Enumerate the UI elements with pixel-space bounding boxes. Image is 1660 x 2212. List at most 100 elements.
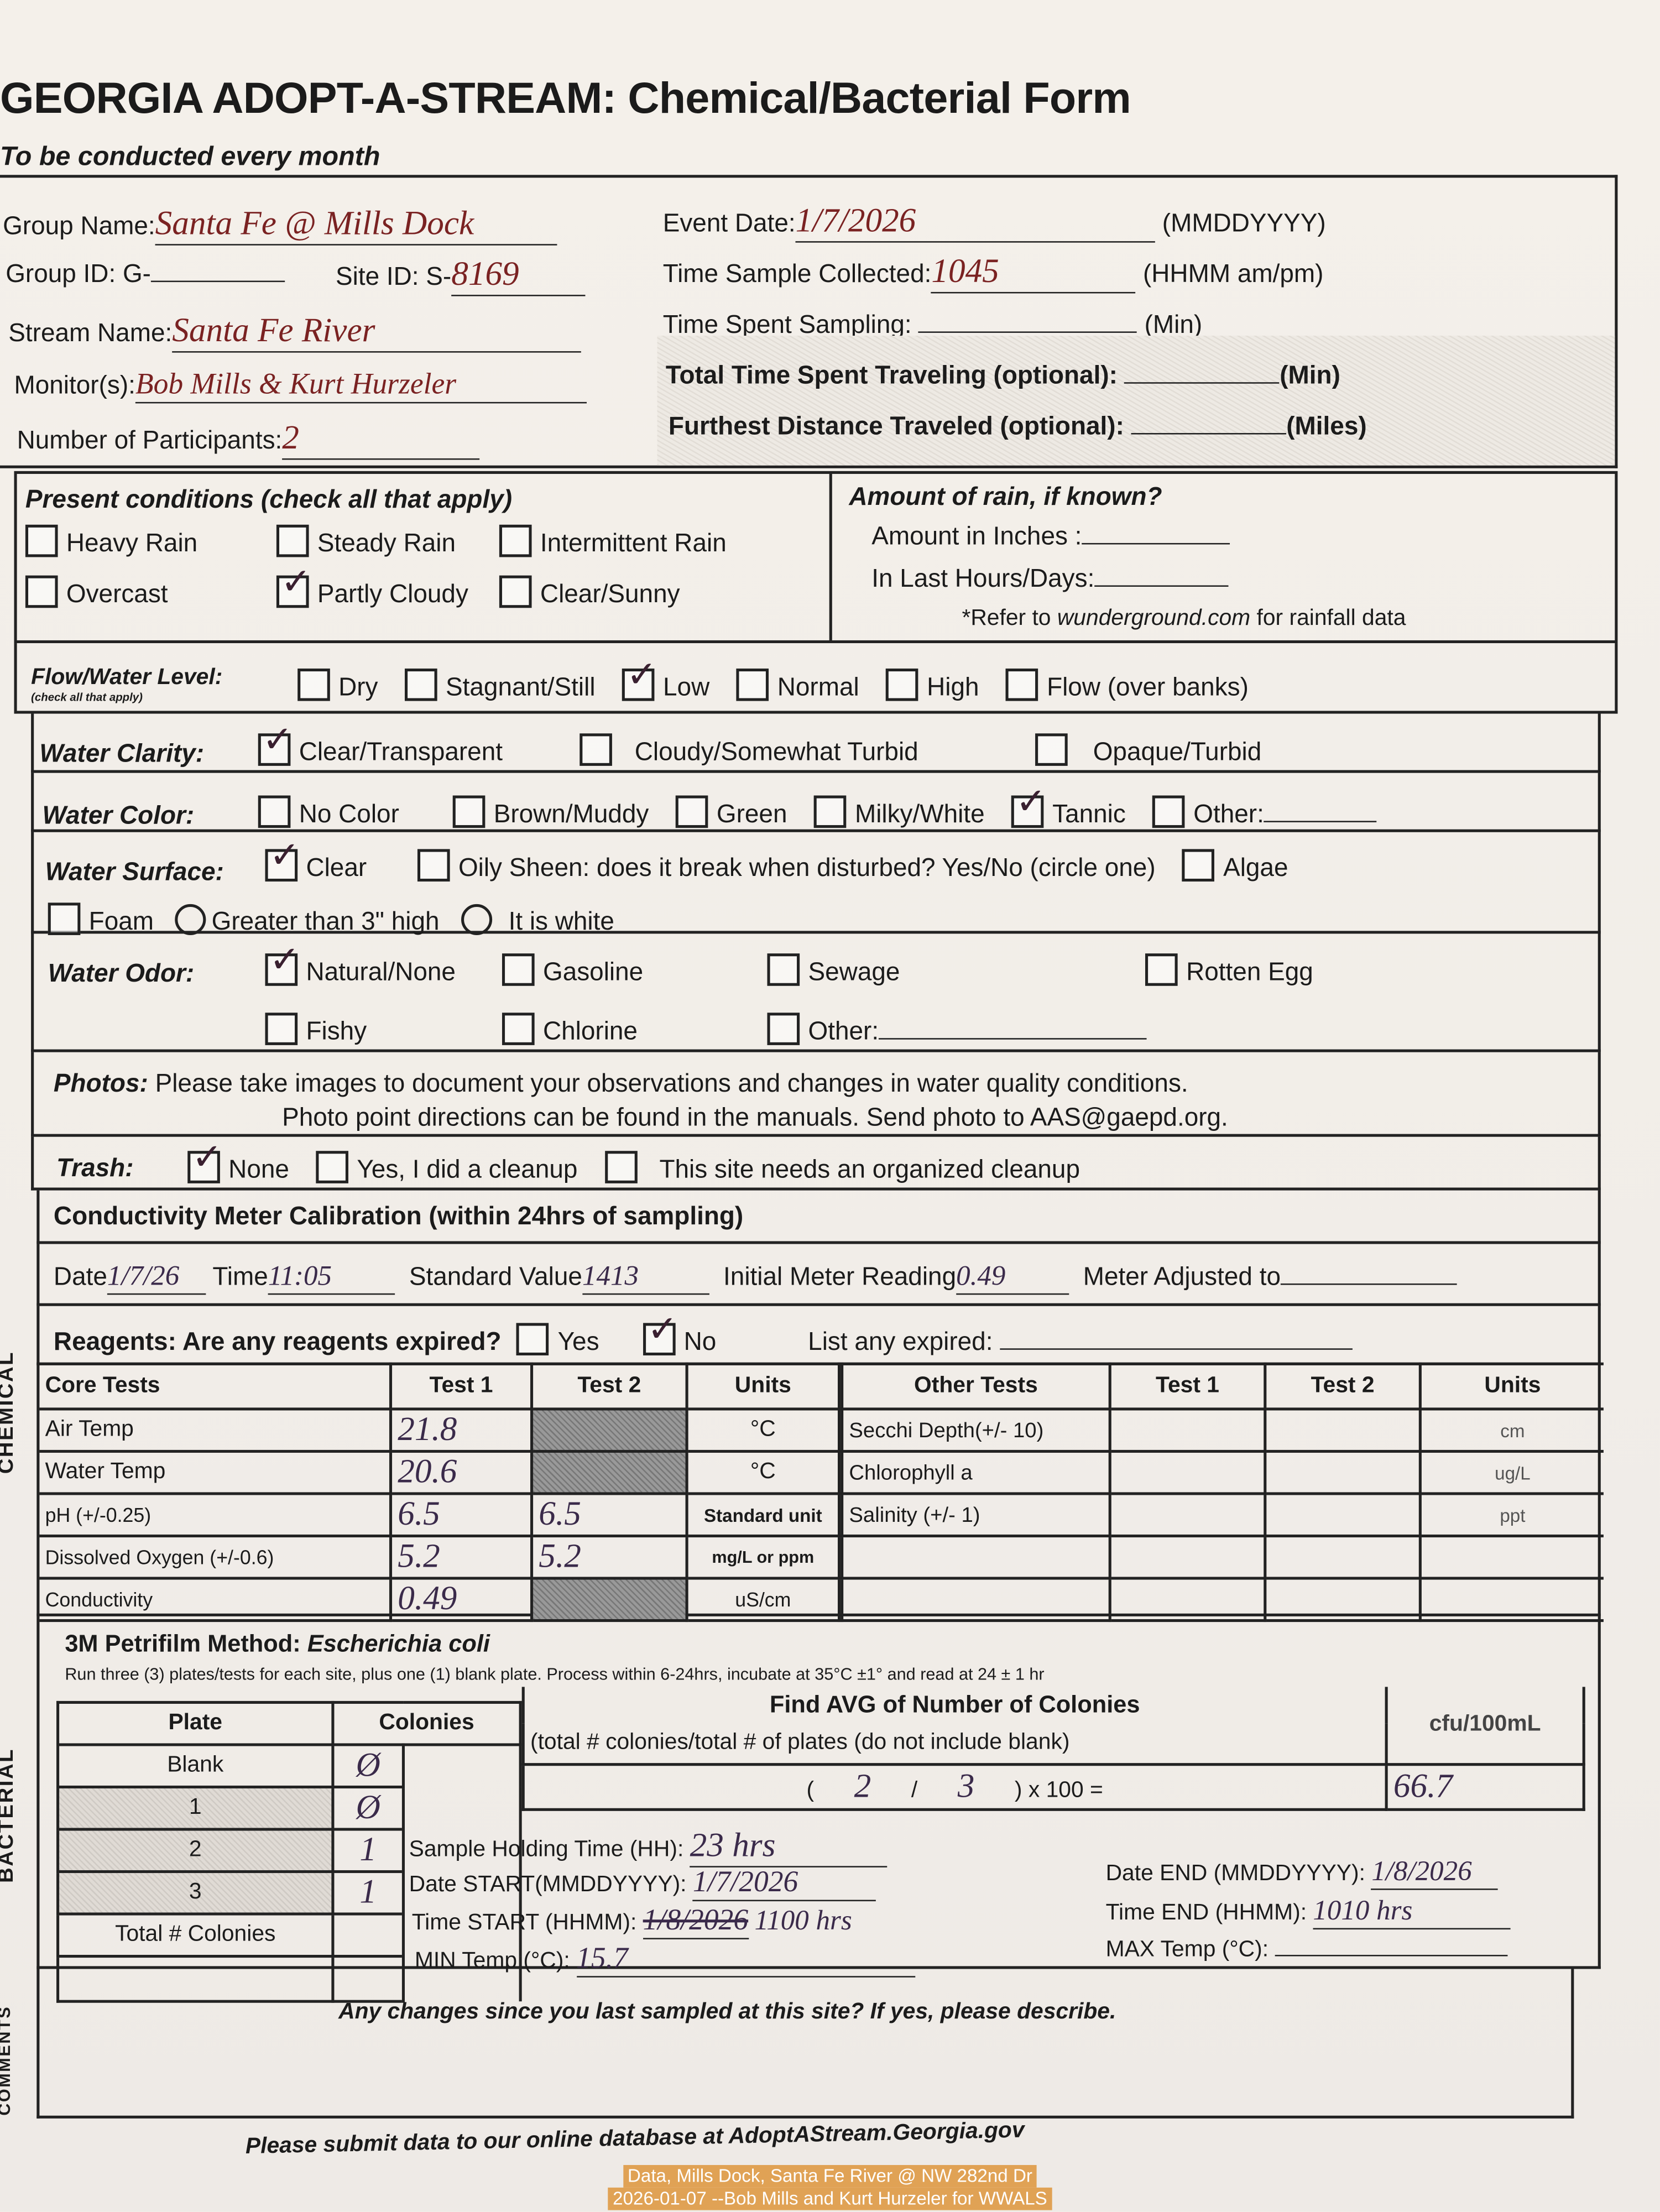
cfu-value[interactable]: 66.7 — [1385, 1763, 1585, 1811]
cloudy-turbid-checkbox[interactable] — [580, 733, 612, 766]
overcast-checkbox[interactable] — [25, 575, 58, 608]
initial-reading-field[interactable]: Initial Meter Reading0.49 — [723, 1261, 1069, 1295]
comments-section[interactable]: Any changes since you last sampled at th… — [36, 1969, 1574, 2119]
opaque-turbid-checkbox[interactable] — [1035, 733, 1068, 766]
date-start-field[interactable]: Date START(MMDDYYYY): 1/7/2026 — [409, 1865, 876, 1902]
date-end-field[interactable]: Date END (MMDDYYYY): 1/8/2026 — [1106, 1856, 1499, 1890]
test1-value[interactable]: 0.49 — [389, 1577, 534, 1623]
colonies-value[interactable]: Ø — [331, 1743, 405, 1789]
test1-value[interactable] — [1108, 1407, 1267, 1453]
form-title: GEORGIA ADOPT-A-STREAM: Chemical/Bacteri… — [0, 73, 1131, 123]
test1-value[interactable]: 20.6 — [389, 1449, 534, 1495]
wunderground-link[interactable]: wunderground.com — [1057, 606, 1251, 631]
avg-numerator[interactable]: 2 — [854, 1768, 871, 1805]
flow-over-banks-checkbox[interactable] — [1006, 668, 1038, 701]
rain-hours-field[interactable]: In Last Hours/Days: — [871, 564, 1229, 594]
colonies-value[interactable]: 1 — [331, 1828, 405, 1874]
reagents-yes-checkbox[interactable] — [516, 1323, 550, 1356]
max-temp-field[interactable]: MAX Temp (°C): — [1106, 1938, 1508, 1963]
travel-time-field[interactable]: Total Time Spent Traveling (optional): (… — [666, 361, 1340, 391]
dry-checkbox[interactable] — [297, 668, 330, 701]
group-id-field[interactable]: Group ID: G- — [6, 259, 285, 289]
other-color-checkbox[interactable] — [1152, 795, 1185, 828]
stream-name-field[interactable]: Stream Name:Santa Fe River — [8, 313, 581, 353]
clear-sunny-checkbox[interactable] — [499, 575, 532, 608]
group-name-field[interactable]: Group Name:Santa Fe @ Mills Dock — [3, 206, 557, 246]
test1-value[interactable] — [1108, 1492, 1267, 1538]
test2-value[interactable]: 5.2 — [530, 1534, 688, 1580]
greater-than-3in-radio[interactable] — [175, 904, 206, 935]
test2-value[interactable] — [1264, 1534, 1422, 1580]
rain-inches-field[interactable]: Amount in Inches : — [871, 522, 1230, 552]
calibration-date-field[interactable]: Date1/7/26 — [54, 1261, 206, 1295]
test1-value[interactable]: 5.2 — [389, 1534, 534, 1580]
brown-muddy-checkbox[interactable] — [452, 795, 486, 828]
participants-field[interactable]: Number of Participants:2 — [17, 420, 480, 460]
calibration-time-field[interactable]: Time11:05 — [212, 1261, 395, 1295]
trash-none-checkbox[interactable] — [187, 1137, 222, 1183]
rotten-egg-checkbox[interactable] — [1145, 953, 1178, 986]
heavy-rain-checkbox[interactable] — [25, 524, 58, 557]
min-temp-field[interactable]: MIN Temp (°C): 15.7 — [415, 1940, 915, 1978]
distance-field[interactable]: Furthest Distance Traveled (optional): (… — [669, 412, 1367, 442]
low-checkbox[interactable] — [622, 654, 657, 701]
fishy-checkbox[interactable] — [265, 1013, 298, 1045]
avg-denominator[interactable]: 3 — [957, 1768, 975, 1805]
foam-checkbox[interactable] — [48, 902, 81, 935]
oily-sheen-checkbox[interactable] — [417, 849, 450, 882]
other-odor-checkbox[interactable] — [767, 1013, 800, 1045]
monitors-field[interactable]: Monitor(s):Bob Mills & Kurt Hurzeler — [14, 367, 587, 404]
test1-value[interactable] — [1108, 1449, 1267, 1495]
event-date-field[interactable]: Event Date:1/7/2026 (MMDDYYYY) — [663, 203, 1326, 243]
test1-value[interactable] — [1108, 1534, 1267, 1580]
holding-time-field[interactable]: Sample Holding Time (HH): 23 hrs — [409, 1828, 888, 1867]
colonies-value[interactable]: 1 — [331, 1870, 405, 1916]
test2-value[interactable]: 6.5 — [530, 1492, 688, 1538]
comments-input[interactable] — [67, 2039, 1543, 2104]
list-expired-input[interactable] — [1000, 1348, 1353, 1350]
test1-value[interactable]: 6.5 — [389, 1492, 534, 1538]
time-start-field[interactable]: Time START (HHMM): 1/8/2026 1100 hrs — [412, 1903, 852, 1939]
reagents-row: Reagents: Are any reagents expired? Yes … — [36, 1306, 1601, 1365]
high-checkbox[interactable] — [886, 668, 918, 701]
clear-transparent-checkbox[interactable] — [258, 719, 293, 766]
test2-value[interactable] — [1264, 1577, 1422, 1623]
chlorine-checkbox[interactable] — [502, 1013, 535, 1045]
gasoline-checkbox[interactable] — [502, 953, 535, 986]
sewage-checkbox[interactable] — [767, 953, 800, 986]
colonies-value[interactable]: Ø — [331, 1785, 405, 1831]
test2-value[interactable] — [1264, 1492, 1422, 1538]
no-color-checkbox[interactable] — [258, 795, 291, 828]
test-name[interactable] — [841, 1577, 1111, 1623]
test2-value[interactable] — [1264, 1407, 1422, 1453]
test-name[interactable] — [841, 1534, 1111, 1580]
normal-checkbox[interactable] — [736, 668, 769, 701]
milky-white-checkbox[interactable] — [813, 795, 847, 828]
test1-value[interactable] — [1108, 1577, 1267, 1623]
time-collected-field[interactable]: Time Sample Collected:1045 (HHMM am/pm) — [663, 254, 1323, 294]
test1-value[interactable]: 21.8 — [389, 1407, 534, 1453]
needs-cleanup-checkbox[interactable] — [604, 1151, 637, 1183]
unit: °C — [685, 1407, 841, 1453]
meter-adjusted-field[interactable]: Meter Adjusted to — [1083, 1262, 1457, 1291]
reagents-label: Reagents: Are any reagents expired? — [53, 1327, 502, 1356]
standard-value-field[interactable]: Standard Value1413 — [409, 1261, 709, 1295]
natural-none-checkbox[interactable] — [265, 940, 300, 986]
test2-value[interactable] — [1264, 1449, 1422, 1495]
stagnant-checkbox[interactable] — [405, 668, 437, 701]
green-checkbox[interactable] — [675, 795, 708, 828]
partly-cloudy-checkbox[interactable] — [276, 561, 311, 608]
algae-checkbox[interactable] — [1182, 849, 1215, 882]
site-id-field[interactable]: Site ID: S-8169 — [336, 257, 586, 296]
reagents-no-checkbox[interactable] — [643, 1309, 678, 1356]
steady-rain-checkbox[interactable] — [276, 524, 309, 557]
it-is-white-radio[interactable] — [460, 904, 492, 935]
did-cleanup-checkbox[interactable] — [316, 1151, 349, 1183]
total-colonies-value[interactable] — [331, 1912, 405, 1958]
tannic-checkbox[interactable] — [1011, 781, 1046, 828]
time-end-field[interactable]: Time END (HHMM): 1010 hrs — [1106, 1896, 1511, 1930]
intermittent-rain-checkbox[interactable] — [499, 524, 532, 557]
header-section: Group Name:Santa Fe @ Mills Dock Group I… — [0, 175, 1618, 468]
surface-clear-checkbox[interactable] — [265, 835, 300, 882]
time-sampling-field[interactable]: Time Spent Sampling: (Min) — [663, 310, 1202, 340]
